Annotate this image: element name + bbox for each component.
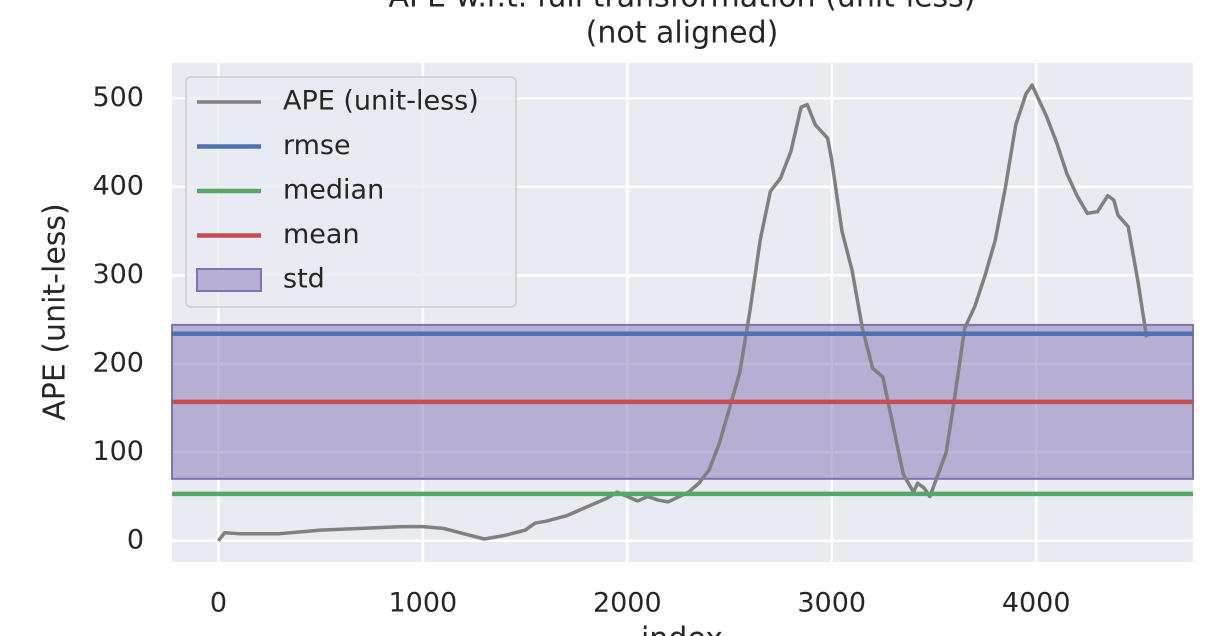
y-tick-label: 300	[92, 259, 144, 290]
y-tick-label: 400	[92, 170, 144, 201]
x-tick-label: 2000	[593, 588, 662, 619]
legend-box	[185, 76, 517, 308]
chart-title: APE w.r.t. full transformation (unit-les…	[388, 0, 975, 15]
legend-label: mean	[283, 219, 360, 250]
y-tick-label: 100	[92, 436, 144, 467]
legend-label: rmse	[283, 130, 351, 161]
x-axis-label: index	[641, 622, 723, 636]
x-tick-label: 3000	[797, 588, 866, 619]
legend-swatch	[196, 268, 262, 292]
legend-label: median	[283, 175, 384, 206]
x-tick-label: 0	[210, 588, 227, 619]
legend-label: std	[283, 264, 325, 295]
legend-label: APE (unit-less)	[283, 86, 479, 117]
x-tick-label: 1000	[388, 588, 457, 619]
x-tick-label: 4000	[1002, 588, 1071, 619]
y-tick-label: 200	[92, 347, 144, 378]
ape-line	[217, 83, 1149, 542]
y-tick-label: 0	[127, 524, 144, 555]
y-tick-label: 500	[92, 82, 144, 113]
chart-subtitle: (not aligned)	[586, 16, 779, 51]
y-axis-label: APE (unit-less)	[38, 203, 73, 421]
